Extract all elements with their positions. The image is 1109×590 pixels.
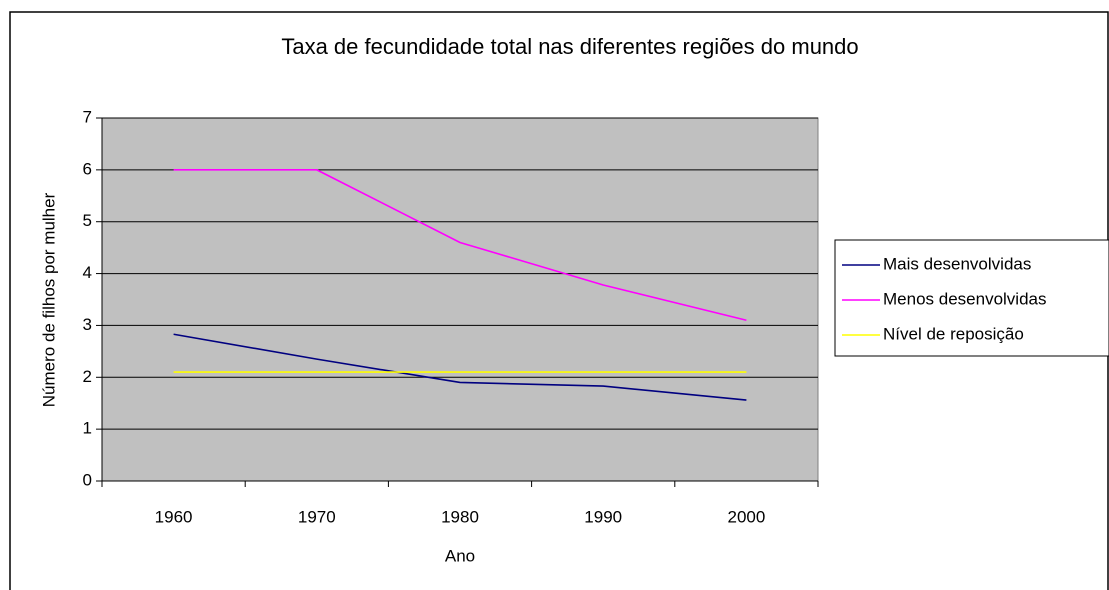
series-line: [173, 333, 747, 401]
y-axis-label: Número de filhos por mulher: [39, 192, 58, 407]
x-axis-label: Ano: [445, 546, 475, 565]
y-tick-label: 2: [83, 367, 92, 386]
y-tick-label: 4: [83, 263, 92, 282]
y-tick-label: 7: [83, 107, 92, 126]
y-tick-label: 6: [83, 159, 92, 178]
y-tick-label: 1: [83, 419, 92, 438]
y-tick-label: 3: [83, 315, 92, 334]
x-tick-label: 2000: [727, 507, 765, 526]
legend-box: [834, 239, 1109, 357]
x-tick-label: 1980: [441, 507, 479, 526]
y-tick-label: 0: [83, 470, 92, 489]
x-tick-label: 1970: [298, 507, 336, 526]
series-line: [173, 169, 747, 322]
y-tick-label: 5: [83, 211, 92, 230]
x-tick-label: 1990: [584, 507, 622, 526]
x-tick-label: 1960: [155, 507, 193, 526]
legend-label: Menos desenvolvidas: [883, 289, 1046, 308]
chart-title: Taxa de fecundidade total nas diferentes…: [281, 34, 858, 59]
legend-label: Nível de reposição: [883, 324, 1024, 343]
legend-label: Mais desenvolvidas: [883, 254, 1031, 273]
plot-area: [101, 117, 819, 482]
